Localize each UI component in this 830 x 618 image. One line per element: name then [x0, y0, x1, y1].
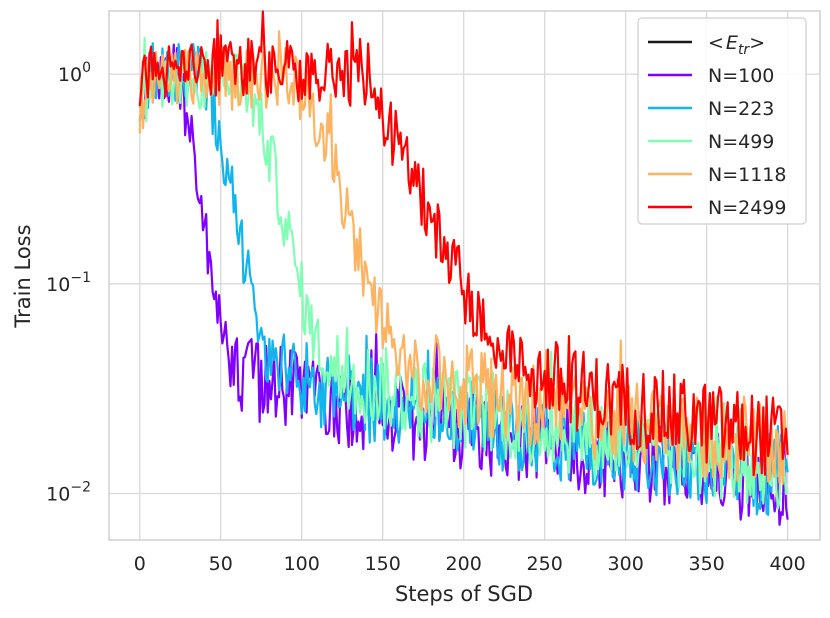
legend-label: N=1118	[708, 164, 787, 186]
x-tick-label: 150	[365, 553, 401, 575]
y-tick-label: 10−2	[46, 479, 91, 505]
legend-label: N=223	[708, 98, 774, 120]
series-line-n-499	[138, 36, 789, 510]
y-tick-labels: 100 10−1 10−2	[46, 60, 91, 505]
legend-label: N=2499	[708, 197, 787, 219]
plot-frame	[108, 10, 821, 541]
x-tick-label: 50	[209, 553, 233, 575]
series-layer	[138, 10, 789, 526]
x-tick-label: 100	[284, 553, 320, 575]
x-axis-label: Steps of SGD	[395, 582, 533, 606]
x-tick-label: 400	[769, 553, 805, 575]
legend-label: N=100	[708, 65, 774, 87]
y-tick-label: 10−1	[46, 270, 91, 296]
y-tick-label: 100	[58, 60, 91, 86]
x-tick-label: 0	[134, 553, 146, 575]
x-tick-label: 250	[527, 553, 563, 575]
y-axis-label: Train Loss	[11, 224, 35, 328]
x-tick-label: 350	[688, 553, 724, 575]
legend-frame	[637, 17, 807, 225]
x-tick-label: 200	[446, 553, 482, 575]
legend-label: N=499	[708, 131, 774, 153]
legend-label: < Etr>	[708, 32, 765, 58]
series-line-n-2499	[138, 10, 789, 477]
legend: < Etr> N=100 N=223 N=499 N=1118 N=2499	[637, 17, 807, 225]
x-tick-labels: 0 50 100 150 200 250 300 350 400	[134, 553, 806, 575]
x-tick-label: 300	[608, 553, 644, 575]
